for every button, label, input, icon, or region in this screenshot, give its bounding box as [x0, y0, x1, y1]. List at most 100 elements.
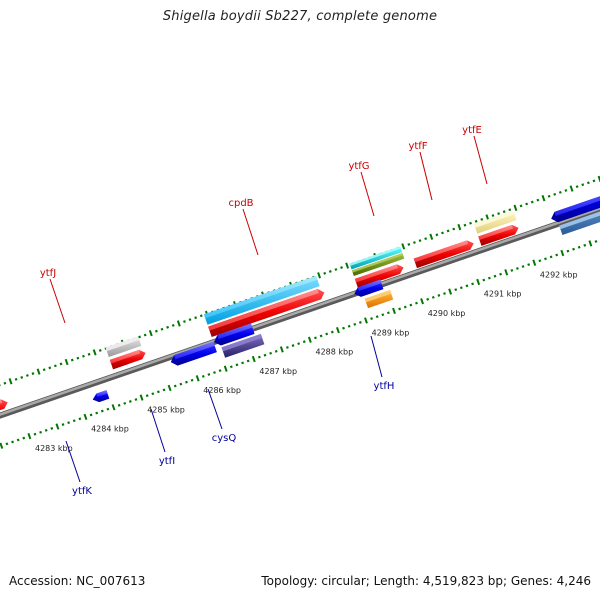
forward-tick	[435, 233, 439, 237]
reverse-tick	[588, 240, 593, 247]
forward-tick	[334, 268, 338, 271]
forward-tick	[64, 358, 69, 366]
reverse-tick	[145, 394, 149, 398]
forward-tick	[31, 372, 35, 375]
gene-bar-cysQ	[221, 333, 265, 358]
reverse-tick	[39, 430, 42, 434]
reverse-tick	[61, 423, 65, 426]
reverse-tick	[297, 342, 301, 346]
svg-text:ytfE: ytfE	[462, 125, 482, 136]
forward-tick	[25, 374, 29, 377]
gene-bar-ytfE	[474, 210, 517, 234]
reverse-tick	[251, 355, 256, 363]
reverse-tick	[454, 288, 458, 292]
reverse-tick	[437, 294, 441, 297]
cds-bar	[0, 399, 8, 411]
svg-text:ytfK: ytfK	[72, 486, 92, 497]
reverse-tick	[392, 307, 396, 315]
reverse-tick	[11, 440, 14, 444]
forward-tick	[92, 349, 97, 356]
reverse-tick	[353, 322, 357, 326]
reverse-tick	[16, 438, 20, 442]
reverse-tick	[95, 411, 99, 415]
reverse-tick	[471, 282, 474, 286]
reverse-tick	[72, 419, 76, 423]
reverse-tick	[307, 336, 312, 343]
gene-label-ytfI: ytfI	[150, 408, 175, 467]
reverse-tick	[319, 334, 323, 338]
reverse-tick	[78, 417, 82, 421]
reverse-tick	[330, 330, 334, 334]
forward-tick	[3, 381, 7, 385]
reverse-tick	[448, 288, 453, 295]
reverse-tick	[162, 388, 166, 392]
reverse-tick	[459, 286, 463, 290]
forward-tick	[148, 329, 153, 337]
reverse-tick	[336, 326, 340, 334]
svg-text:ytfH: ytfH	[374, 381, 395, 392]
forward-tick	[160, 327, 164, 331]
gene-bar-right	[559, 211, 600, 236]
svg-text:cysQ: cysQ	[212, 433, 237, 444]
forward-tick	[183, 320, 186, 323]
reverse-tick	[325, 332, 329, 336]
reverse-tick	[560, 249, 565, 257]
forward-tick	[54, 364, 57, 368]
forward-tick	[199, 314, 203, 318]
forward-tick	[317, 272, 321, 279]
forward-tick	[345, 262, 350, 269]
forward-tick	[502, 210, 506, 214]
forward-tick	[98, 349, 102, 352]
reverse-tick	[403, 305, 407, 309]
reverse-tick	[213, 371, 216, 374]
forward-tick	[36, 368, 41, 375]
kbp-tick-label: 4289 kbp	[372, 328, 410, 337]
cds-bar-ytfG	[354, 264, 404, 289]
forward-tick	[323, 271, 327, 275]
reverse-tick	[27, 432, 32, 440]
kbp-tick-label: 4290 kbp	[428, 309, 466, 318]
reverse-tick	[83, 413, 88, 421]
reverse-tick	[223, 365, 228, 372]
reverse-tick	[151, 392, 155, 396]
reverse-tick	[195, 375, 200, 382]
reverse-tick	[246, 359, 250, 363]
reverse-tick	[364, 317, 368, 324]
reverse-tick	[123, 401, 127, 405]
forward-tick	[586, 181, 590, 185]
reverse-tick	[302, 340, 306, 344]
forward-tick	[469, 221, 472, 225]
forward-tick-row	[0, 175, 600, 387]
reverse-tick	[291, 344, 295, 347]
forward-tick	[581, 183, 585, 187]
cds-bar-ytfI	[170, 341, 217, 366]
forward-tick	[340, 266, 343, 269]
forward-tick	[138, 335, 141, 339]
reverse-tick	[487, 276, 491, 280]
gene-label-ytfG: ytfG	[348, 161, 375, 217]
gene-label-cysQ: cysQ	[207, 388, 237, 444]
svg-text:ytfF: ytfF	[408, 141, 427, 152]
forward-tick	[194, 316, 198, 320]
gene-bar-ytfG-b	[351, 253, 405, 277]
reverse-tick	[431, 295, 435, 299]
scale-labels: 4283 kbp 4284 kbp 4285 kbp 4286 kbp 4287 kbp…	[35, 270, 578, 452]
reverse-tick	[269, 351, 273, 355]
reverse-tick	[358, 321, 362, 324]
reverse-tick	[516, 267, 519, 270]
forward-tick	[87, 352, 91, 356]
reverse-tick	[594, 240, 598, 243]
reverse-tick	[241, 361, 244, 365]
reverse-tick	[185, 380, 188, 384]
reverse-tick	[128, 400, 132, 403]
gene-bar-ytfH	[364, 290, 394, 309]
reverse-tick	[173, 384, 177, 388]
reverse-tick	[555, 253, 559, 257]
forward-tick	[8, 378, 13, 385]
reverse-tick	[465, 284, 469, 288]
forward-tick	[592, 179, 596, 183]
reverse-tick	[314, 336, 317, 340]
reverse-tick	[577, 245, 581, 249]
forward-tick	[575, 185, 579, 189]
